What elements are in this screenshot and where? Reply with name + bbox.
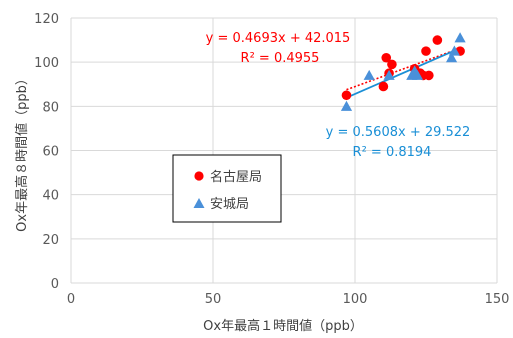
data-point-series-0: [424, 70, 434, 81]
data-point-series-1: [448, 45, 460, 56]
data-point-series-0: [421, 46, 431, 56]
series-1-equation: y = 0.5608x + 29.522: [326, 125, 471, 140]
data-point-series-0: [381, 52, 392, 63]
data-point-series-1: [454, 32, 466, 43]
data-point-series-1: [383, 69, 395, 80]
data-points: [340, 32, 466, 111]
y-tick-label: 60: [42, 145, 59, 160]
y-tick-label: 100: [34, 56, 59, 71]
x-tick-label: 0: [67, 292, 75, 307]
legend-label-series-0: 名古屋局: [210, 169, 262, 185]
y-axis-title: Ox年最高８時間値（ppb）: [14, 72, 30, 232]
data-point-series-1: [411, 69, 424, 80]
data-point-series-0: [387, 59, 397, 70]
legend-label-series-1: 安城局: [210, 197, 249, 212]
legend-box: [172, 154, 282, 223]
legend-marker-circle-icon: [194, 171, 204, 181]
trendline-series-1: [346, 47, 461, 99]
x-tick-label: 100: [343, 292, 368, 307]
x-axis-title: Ox年最高１時間値（ppb）: [203, 318, 363, 334]
series-0-equation: y = 0.4693x + 42.015: [206, 31, 351, 46]
trendline-series-0: [346, 47, 461, 91]
y-tick-label: 80: [42, 100, 59, 115]
tick-labels: 0 50 100 150 0 20 40 60 80 100 120: [34, 12, 509, 307]
y-tick-label: 40: [42, 189, 59, 204]
y-tick-label: 120: [34, 12, 59, 27]
x-tick-label: 150: [485, 292, 510, 307]
series-1-r2: R² = 0.8194: [353, 145, 432, 160]
legend-marker-triangle-icon: [193, 198, 205, 208]
data-point-series-1: [340, 100, 353, 111]
y-tick-label: 20: [42, 233, 59, 248]
data-point-series-0: [432, 35, 443, 45]
legend: 名古屋局 安城局: [172, 154, 282, 223]
series-0-r2: R² = 0.4955: [241, 51, 320, 66]
x-tick-label: 50: [205, 292, 222, 307]
data-point-series-0: [341, 90, 352, 101]
trendlines: [346, 47, 461, 99]
data-point-series-1: [445, 52, 458, 63]
y-tick-label: 0: [51, 277, 59, 292]
data-point-series-1: [363, 69, 375, 80]
data-point-series-0: [378, 81, 389, 92]
